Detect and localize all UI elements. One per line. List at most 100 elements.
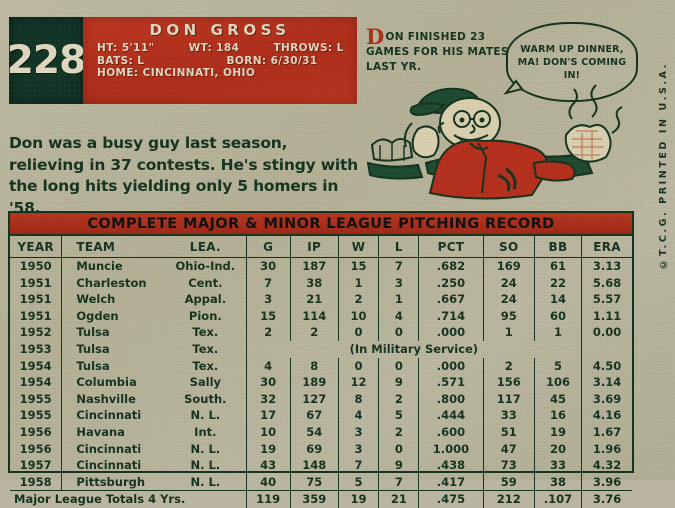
cell-g: 2 [246,324,291,341]
cell-bb: 60 [534,307,583,325]
throws-value: THROWS: L [273,42,344,54]
cell-team: Ogden [76,308,119,323]
cartoon-panel: D ON FINISHED 23 GAMES FOR HIS MATES LAST… [366,22,638,200]
vitals-line-1: HT: 5'11" WT: 184 THROWS: L [83,42,357,55]
cell-lea: N. L. [165,473,247,491]
totals-g: 119 [246,490,291,508]
cell-team: Cincinnati [76,408,142,423]
cell-so: 47 [483,440,535,458]
table-row: 1955 Nashville South. 32 127 8 2.800 117 45 3.69 [10,390,632,408]
cell-g: 10 [246,423,291,441]
cell-team: Nashville [76,391,136,406]
table-row: 1954 Tulsa Tex. 4 8 0 0.000 2 5 4.50 [10,357,632,375]
card-number-box: 228 [7,17,86,104]
cell-l: 1 [378,291,420,308]
totals-row: Major League Totals 4 Yrs. 119 359 19 21.475… [10,490,632,508]
cell-l: 3 [378,274,420,292]
speech-bubble-text: WARM UP DINNER, MA! DON'S COMING IN! [517,43,627,81]
cell-w: 12 [338,374,380,391]
cell-pct: .800 [418,390,484,408]
speech-bubble: WARM UP DINNER, MA! DON'S COMING IN! [506,22,638,102]
cell-g: 3 [246,291,291,308]
cell-l: 4 [378,307,420,325]
cell-bb: 20 [534,440,583,458]
cell-lea: Tex. [165,324,247,341]
weight-value: WT: 184 [188,42,240,54]
cell-year: 1954 [10,374,63,391]
column-header-l: L [378,236,420,258]
cell-year: 1957 [10,457,63,474]
cell-w: 5 [338,473,380,491]
cell-ip: 38 [290,274,339,292]
cell-so: 24 [483,291,535,308]
stats-table-title: COMPLETE MAJOR & MINOR LEAGUE PITCHING R… [10,213,632,236]
cell-team: Tulsa [76,325,110,340]
column-header-so: SO [483,236,535,258]
cell-year: 1956 [10,440,63,458]
cell-ip: 69 [290,440,339,458]
cell-era: 5.57 [592,292,622,307]
cell-pct: .667 [418,291,484,308]
cell-lea: N. L. [165,407,247,424]
cell-g: 17 [246,407,291,424]
cell-era: 4.16 [592,408,622,423]
cartoon-caption: D ON FINISHED 23 GAMES FOR HIS MATES LAST… [366,26,516,75]
cell-w: 0 [338,357,380,375]
totals-pct: .475 [418,490,484,508]
table-row: 1954 Columbia Sally 30 189 12 9.571 156 106 3.14 [10,374,632,391]
cell-l: 9 [378,457,420,474]
cell-g: 7 [246,274,291,292]
cell-bb: 22 [534,274,583,292]
cell-lea: Int. [165,423,247,441]
cell-so: 51 [483,423,535,441]
cell-g: 30 [246,257,291,275]
copyright-side-text: ©T.C.G. PRINTED IN U.S.A. [653,62,673,382]
cell-era: 3.96 [592,474,622,489]
born-value: BORN: 6/30/31 [226,54,318,67]
column-header-lea: LEA. [165,236,247,258]
cell-lea: N. L. [165,457,247,474]
cell-ip: 8 [290,357,339,375]
cell-ip: 127 [290,390,339,408]
cell-g: 19 [246,440,291,458]
cell-so: 59 [483,473,535,491]
player-name: DON GROSS [149,21,291,39]
cell-w: 7 [338,457,380,474]
cell-pct: .000 [418,324,484,341]
cell-team: Cincinnati [76,441,142,456]
cell-ip: 75 [290,473,339,491]
cell-pct: .444 [418,407,484,424]
cell-so: 117 [483,390,535,408]
totals-bb: .107 [534,490,583,508]
cell-l: 0 [378,440,420,458]
cell-pct: .571 [418,374,484,391]
cartoon-caption-text: ON FINISHED 23 GAMES FOR HIS MATES LAST … [366,31,509,73]
cell-l: 2 [378,390,420,408]
cell-era: 1.67 [592,424,622,439]
cell-era: 3.69 [592,391,622,406]
cell-ip: 189 [290,374,339,391]
stats-table: YEAR TEAM LEA. G IP W L PCT SO BB ERA 19… [10,236,632,508]
cell-ip: 67 [290,407,339,424]
stats-table-container: COMPLETE MAJOR & MINOR LEAGUE PITCHING R… [8,211,634,508]
cell-year: 1951 [10,291,63,308]
column-header-team: TEAM [61,236,166,258]
cell-w: 1 [338,274,380,292]
cell-lea: Tex. [165,357,247,375]
cell-pct: .417 [418,473,484,491]
cell-w: 3 [338,423,380,441]
military-service-note: (In Military Service) [246,340,583,358]
cell-lea: Sally [165,374,247,391]
cell-ip: 2 [290,324,339,341]
cell-era: 1.96 [592,441,622,456]
cell-lea: South. [165,390,247,408]
cell-g: 15 [246,307,291,325]
cell-so: 95 [483,307,535,325]
cell-era: 4.32 [592,458,622,473]
cell-year: 1955 [10,390,63,408]
cell-year: 1953 [10,340,63,358]
table-row: 1955 Cincinnati N. L. 17 67 4 5.444 33 16 4.16 [10,407,632,424]
table-row: 1950 Muncie Ohio-Ind. 30 187 15 7.682 169 61 3.13 [10,257,632,275]
cell-lea: N. L. [165,440,247,458]
